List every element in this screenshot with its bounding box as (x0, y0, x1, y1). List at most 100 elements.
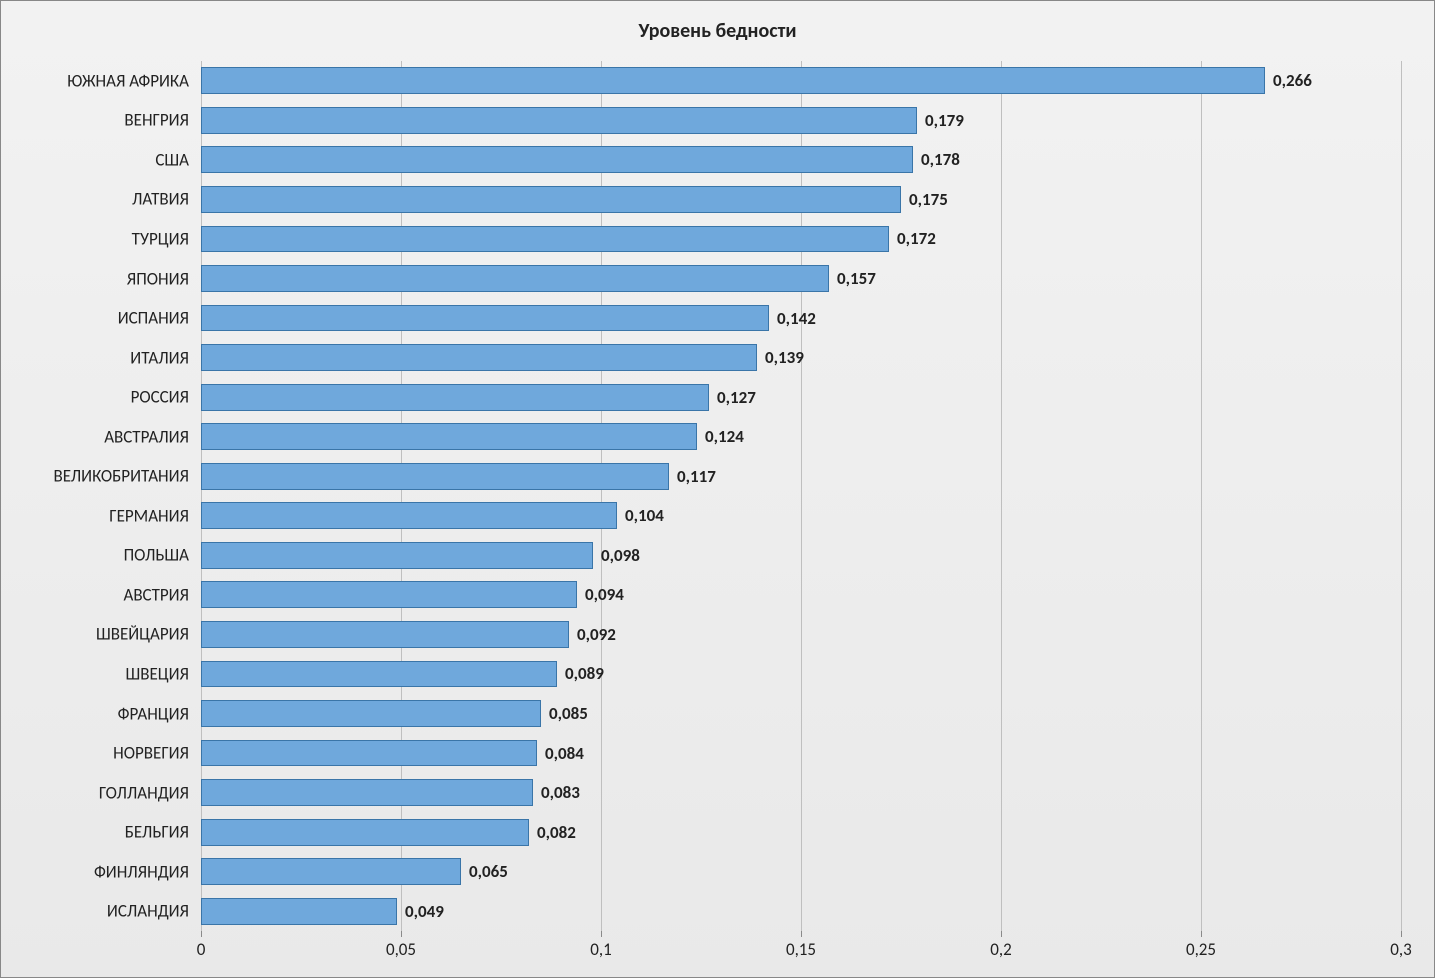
bar (201, 621, 569, 648)
x-tickmark (1401, 931, 1402, 937)
bar (201, 898, 397, 925)
x-tick-label: 0,05 (386, 939, 416, 960)
bar-row: 0,142 (201, 305, 1401, 332)
data-label: 0,139 (765, 347, 804, 368)
y-tick-label: БЕЛЬГИЯ (125, 822, 189, 843)
bar-row: 0,175 (201, 186, 1401, 213)
bar-row: 0,084 (201, 740, 1401, 767)
bar-row: 0,127 (201, 384, 1401, 411)
bar (201, 463, 669, 490)
bar-row: 0,089 (201, 661, 1401, 688)
y-tick-label: РОССИЯ (131, 387, 189, 408)
bar-row: 0,092 (201, 621, 1401, 648)
bar-row: 0,178 (201, 146, 1401, 173)
y-tick-label: ЮЖНАЯ АФРИКА (67, 70, 189, 91)
y-tick-label: ВЕНГРИЯ (124, 110, 189, 131)
y-tick-label: ГЕРМАНИЯ (109, 505, 189, 526)
bar-row: 0,172 (201, 226, 1401, 253)
bar-row: 0,094 (201, 581, 1401, 608)
x-tick-label: 0,1 (590, 939, 611, 960)
y-tick-label: ГОЛЛАНДИЯ (99, 782, 189, 803)
y-tick-label: ШВЕЦИЯ (125, 663, 189, 684)
data-label: 0,127 (717, 387, 756, 408)
data-label: 0,065 (469, 861, 508, 882)
data-label: 0,092 (577, 624, 616, 645)
bar (201, 581, 577, 608)
x-tickmark (801, 931, 802, 937)
data-label: 0,104 (625, 505, 664, 526)
bar-row: 0,266 (201, 67, 1401, 94)
y-tick-label: ИТАЛИЯ (130, 347, 189, 368)
bar (201, 740, 537, 767)
y-tick-label: АВСТРАЛИЯ (104, 426, 189, 447)
gridline (1401, 61, 1402, 931)
data-label: 0,142 (777, 308, 816, 329)
bar (201, 67, 1265, 94)
data-label: 0,172 (897, 228, 936, 249)
data-label: 0,083 (541, 782, 580, 803)
x-tickmark (401, 931, 402, 937)
y-tick-label: ШВЕЙЦАРИЯ (96, 624, 189, 645)
x-tick-label: 0,3 (1390, 939, 1411, 960)
bar (201, 661, 557, 688)
bar-row: 0,139 (201, 344, 1401, 371)
bar-row: 0,124 (201, 423, 1401, 450)
bar-row: 0,104 (201, 502, 1401, 529)
y-tick-label: ТУРЦИЯ (132, 228, 189, 249)
y-tick-label: США (155, 149, 189, 170)
bar (201, 186, 901, 213)
x-tickmark (601, 931, 602, 937)
data-label: 0,266 (1273, 70, 1312, 91)
x-tick-label: 0 (197, 939, 206, 960)
y-tick-label: НОРВЕГИЯ (113, 743, 189, 764)
data-label: 0,049 (405, 901, 444, 922)
bar (201, 819, 529, 846)
bar-row: 0,049 (201, 898, 1401, 925)
bar (201, 700, 541, 727)
bar (201, 305, 769, 332)
bar (201, 423, 697, 450)
y-tick-label: ФРАНЦИЯ (118, 703, 189, 724)
chart-frame: Уровень бедности ЮЖНАЯ АФРИКА ВЕНГРИЯ США Л… (0, 0, 1435, 978)
x-axis-labels: 00,050,10,150,20,250,3 (201, 939, 1401, 979)
bar (201, 502, 617, 529)
bar (201, 226, 889, 253)
bar-row: 0,083 (201, 779, 1401, 806)
bar-row: 0,085 (201, 700, 1401, 727)
x-tick-label: 0,2 (990, 939, 1011, 960)
data-label: 0,178 (921, 149, 960, 170)
data-label: 0,124 (705, 426, 744, 447)
data-label: 0,085 (549, 703, 588, 724)
data-label: 0,117 (677, 466, 716, 487)
bar-row: 0,157 (201, 265, 1401, 292)
y-tick-label: ФИНЛЯНДИЯ (94, 861, 189, 882)
data-label: 0,094 (585, 584, 624, 605)
data-label: 0,157 (837, 268, 876, 289)
data-label: 0,084 (545, 743, 584, 764)
bar-row: 0,065 (201, 858, 1401, 885)
data-label: 0,175 (909, 189, 948, 210)
bar-row: 0,179 (201, 107, 1401, 134)
bar-row: 0,098 (201, 542, 1401, 569)
data-label: 0,098 (601, 545, 640, 566)
data-label: 0,089 (565, 663, 604, 684)
bar (201, 146, 913, 173)
bar-row: 0,082 (201, 819, 1401, 846)
y-tick-label: ИСЛАНДИЯ (107, 901, 189, 922)
x-tick-label: 0,25 (1186, 939, 1216, 960)
plot-area: 0,266 0,179 0,178 0,175 0,172 0,157 0,142 0,139… (201, 61, 1401, 931)
x-tickmark (1001, 931, 1002, 937)
x-tickmark (201, 931, 202, 937)
bar (201, 107, 917, 134)
data-label: 0,179 (925, 110, 964, 131)
y-tick-label: ЛАТВИЯ (132, 189, 189, 210)
bar (201, 542, 593, 569)
bar (201, 384, 709, 411)
bar (201, 779, 533, 806)
y-tick-label: ВЕЛИКОБРИТАНИЯ (53, 466, 189, 487)
bar-row: 0,117 (201, 463, 1401, 490)
chart-title: Уровень бедности (1, 1, 1434, 43)
y-tick-label: ПОЛЬША (124, 545, 189, 566)
y-tick-label: ЯПОНИЯ (127, 268, 189, 289)
x-tick-label: 0,15 (786, 939, 816, 960)
